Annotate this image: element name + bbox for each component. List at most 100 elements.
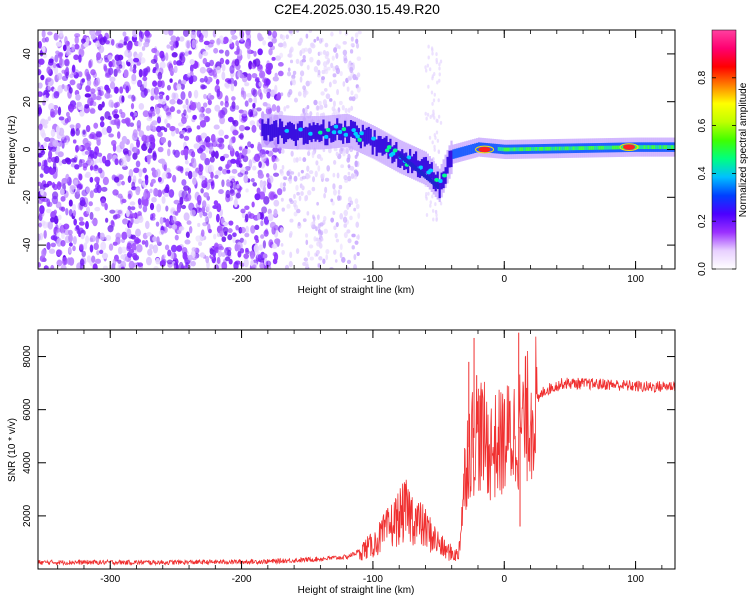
noise-cell bbox=[252, 89, 258, 98]
noise-cell bbox=[248, 97, 253, 103]
noise-cell bbox=[215, 78, 220, 86]
noise-cell bbox=[38, 233, 41, 242]
noise-cell bbox=[244, 126, 251, 131]
noise-cell bbox=[115, 101, 120, 108]
noise-cell bbox=[202, 212, 208, 217]
noise-cell bbox=[258, 244, 263, 251]
noise-cell bbox=[439, 201, 443, 206]
noise-cell bbox=[145, 220, 150, 230]
noise-cell bbox=[108, 133, 114, 138]
track-hotspot bbox=[333, 124, 339, 129]
spectrogram-signal-track bbox=[261, 113, 675, 203]
noise-cell bbox=[124, 49, 129, 57]
track-hotspot bbox=[298, 127, 304, 132]
noise-cell bbox=[42, 197, 49, 203]
noise-cell bbox=[84, 93, 92, 98]
noise-cell bbox=[237, 172, 244, 178]
noise-cell bbox=[252, 165, 257, 171]
track-core bbox=[450, 150, 453, 168]
track-hotspot bbox=[527, 147, 530, 151]
noise-cell bbox=[233, 198, 238, 208]
colorbar-tick-label: 0.0 bbox=[697, 262, 708, 276]
noise-cell bbox=[189, 59, 195, 65]
noise-cell bbox=[128, 260, 135, 269]
noise-cell bbox=[43, 124, 48, 129]
noise-cell bbox=[72, 245, 76, 252]
noise-cell bbox=[138, 168, 143, 178]
noise-cell bbox=[44, 136, 51, 143]
noise-cell bbox=[155, 107, 161, 115]
noise-cell bbox=[171, 92, 176, 100]
noise-cell bbox=[356, 151, 359, 157]
noise-cell bbox=[355, 38, 359, 44]
noise-cell bbox=[431, 101, 434, 106]
noise-cell bbox=[96, 30, 102, 35]
noise-cell bbox=[103, 65, 108, 72]
noise-cell bbox=[72, 139, 77, 144]
noise-cell bbox=[151, 196, 157, 203]
noise-cell bbox=[263, 87, 269, 94]
noise-cell bbox=[312, 176, 316, 183]
track-core bbox=[489, 143, 493, 153]
noise-cell bbox=[190, 101, 197, 111]
noise-cell bbox=[200, 83, 206, 90]
noise-cell bbox=[271, 37, 278, 44]
noise-cell bbox=[267, 41, 274, 48]
noise-cell bbox=[316, 36, 320, 41]
track-core bbox=[371, 137, 374, 155]
noise-cell bbox=[55, 50, 60, 55]
y-tick-label: 2000 bbox=[22, 504, 33, 527]
noise-cell bbox=[78, 54, 82, 63]
noise-cell bbox=[56, 181, 62, 191]
noise-cell bbox=[174, 234, 179, 241]
noise-cell bbox=[273, 199, 280, 207]
noise-cell bbox=[153, 86, 159, 96]
noise-cell bbox=[106, 125, 112, 134]
noise-cell bbox=[152, 80, 158, 87]
noise-cell bbox=[108, 60, 113, 68]
noise-cell bbox=[265, 103, 272, 110]
track-core bbox=[493, 143, 496, 154]
noise-cell bbox=[235, 150, 240, 158]
track-branch bbox=[405, 158, 408, 164]
noise-cell bbox=[92, 101, 97, 107]
noise-cell bbox=[305, 194, 309, 201]
noise-cell bbox=[175, 40, 179, 48]
noise-cell bbox=[226, 181, 232, 187]
track-core bbox=[479, 142, 483, 153]
noise-cell bbox=[332, 183, 336, 190]
noise-cell bbox=[428, 67, 432, 72]
y-tick-label: 8000 bbox=[22, 345, 33, 368]
noise-cell bbox=[247, 141, 252, 148]
noise-cell bbox=[41, 46, 46, 53]
noise-cell bbox=[90, 34, 96, 40]
track-core bbox=[464, 146, 467, 156]
noise-cell bbox=[38, 152, 42, 158]
noise-cell bbox=[63, 85, 69, 92]
track-hotspot bbox=[554, 146, 558, 151]
noise-cell bbox=[426, 63, 430, 68]
noise-cell bbox=[76, 187, 80, 195]
track-branch bbox=[402, 155, 405, 161]
noise-cell bbox=[147, 148, 153, 154]
noise-cell bbox=[305, 172, 310, 180]
noise-cell bbox=[289, 231, 293, 236]
colorbar-tick-label: 0.6 bbox=[697, 118, 708, 132]
noise-cell bbox=[301, 175, 307, 180]
noise-cell bbox=[342, 49, 348, 56]
noise-cell bbox=[170, 244, 178, 253]
noise-cell bbox=[325, 254, 329, 261]
noise-cell bbox=[63, 59, 69, 65]
noise-cell bbox=[159, 158, 166, 164]
noise-cell bbox=[132, 129, 138, 138]
noise-cell bbox=[49, 217, 55, 223]
spectral-peak-ring bbox=[619, 143, 639, 152]
track-branch bbox=[424, 173, 427, 179]
noise-cell bbox=[77, 71, 83, 78]
track-core bbox=[422, 157, 426, 175]
noise-cell bbox=[429, 203, 432, 208]
noise-cell bbox=[81, 198, 86, 205]
noise-cell bbox=[282, 182, 286, 187]
track-hotspot bbox=[325, 127, 331, 132]
track-hotspot bbox=[570, 146, 573, 151]
